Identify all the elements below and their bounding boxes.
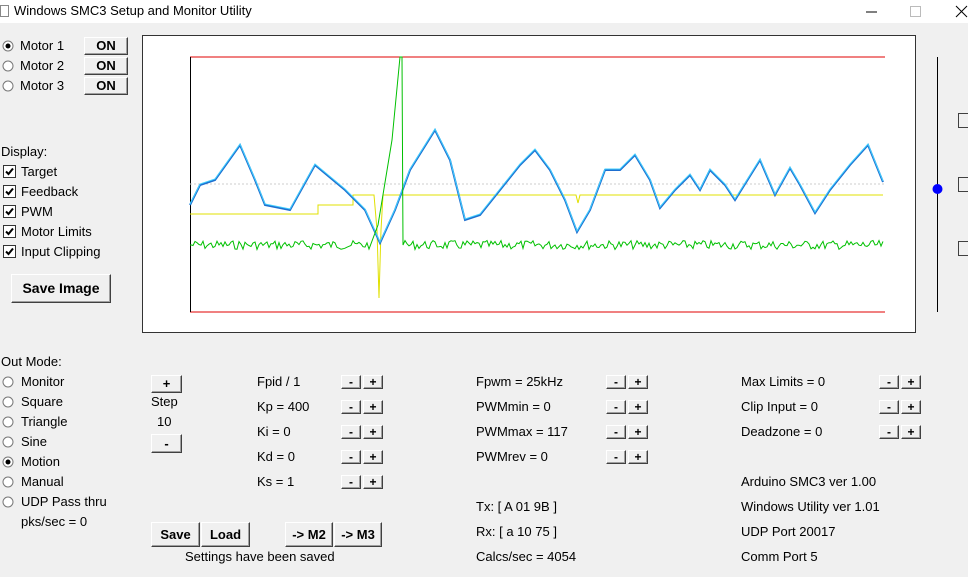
step-value: 10 [157, 414, 172, 429]
motor-on-button[interactable]: ON [84, 57, 128, 75]
comms-text: Tx: [ A 01 9B ] [476, 499, 557, 514]
plus-button[interactable]: + [363, 375, 383, 389]
plus-button[interactable]: + [901, 425, 921, 439]
minus-button[interactable]: - [879, 400, 899, 414]
info-text: UDP Port 20017 [741, 524, 836, 539]
plus-button[interactable]: + [628, 400, 648, 414]
plus-button[interactable]: + [628, 425, 648, 439]
checkbox[interactable] [3, 165, 16, 182]
info-text: Windows Utility ver 1.01 [741, 499, 880, 514]
motor-label: Motor 2 [20, 58, 65, 73]
plus-button[interactable]: + [363, 475, 383, 489]
minus-button[interactable]: - [341, 450, 361, 464]
out-mode-option: Manual [21, 474, 64, 489]
limit-param: Max Limits = 0 [741, 374, 826, 389]
comms-text: Calcs/sec = 4054 [476, 549, 577, 564]
action-button[interactable]: -> M2 [285, 522, 333, 547]
pid-param: Ks = 1 [257, 474, 295, 489]
minus-button[interactable]: - [606, 400, 626, 414]
monitor-graph [142, 35, 916, 333]
out-mode-option: Sine [21, 434, 48, 449]
pid-param: Fpid / 1 [257, 374, 301, 389]
radio-button[interactable] [2, 60, 14, 76]
pid-param: Kd = 0 [257, 449, 295, 464]
display-option: Target [21, 164, 58, 179]
pwm-param: PWMmin = 0 [476, 399, 551, 414]
motor-label: Motor 1 [20, 38, 65, 53]
minus-button[interactable]: - [341, 425, 361, 439]
pwm-param: PWMrev = 0 [476, 449, 548, 464]
out-mode-option: Motion [21, 454, 61, 469]
step-minus[interactable]: - [151, 434, 182, 453]
out-mode-label: Out Mode: [1, 354, 62, 369]
save-image-button[interactable]: Save Image [11, 274, 111, 303]
window-title: Windows SMC3 Setup and Monitor Utility [14, 3, 252, 18]
display-option: Motor Limits [21, 224, 92, 239]
limit-param: Clip Input = 0 [741, 399, 818, 414]
packet-rate: pks/sec = 0 [21, 514, 88, 529]
minus-button[interactable]: - [606, 450, 626, 464]
action-button[interactable]: Save [151, 522, 200, 547]
minus-button[interactable]: - [879, 425, 899, 439]
radio-button[interactable] [2, 396, 14, 412]
title-bar: Windows SMC3 Setup and Monitor Utility [0, 0, 968, 23]
comms-text: Rx: [ a 10 75 ] [476, 524, 557, 539]
minus-button[interactable]: - [606, 375, 626, 389]
plus-button[interactable]: + [363, 450, 383, 464]
radio-button[interactable] [2, 496, 14, 512]
out-mode-option: UDP Pass thru [21, 494, 107, 509]
radio-button[interactable] [2, 456, 14, 472]
minus-button[interactable]: - [606, 425, 626, 439]
plus-button[interactable]: + [901, 375, 921, 389]
pid-param: Kp = 400 [257, 399, 310, 414]
action-button[interactable]: Load [201, 522, 250, 547]
checkbox[interactable] [3, 225, 16, 242]
motor-label: Motor 3 [20, 78, 65, 93]
radio-button[interactable] [2, 80, 14, 96]
checkbox[interactable] [3, 205, 16, 222]
radio-button[interactable] [2, 40, 14, 56]
minus-button[interactable]: - [341, 375, 361, 389]
radio-button[interactable] [2, 376, 14, 392]
motor-on-button[interactable]: ON [84, 37, 128, 55]
plus-button[interactable]: + [363, 425, 383, 439]
out-mode-option: Triangle [21, 414, 68, 429]
out-mode-option: Monitor [21, 374, 65, 389]
pid-param: Ki = 0 [257, 424, 291, 439]
slider[interactable] [928, 50, 968, 320]
status-text: Settings have been saved [185, 549, 335, 564]
minus-button[interactable]: - [341, 475, 361, 489]
radio-button[interactable] [2, 476, 14, 492]
out-mode-option: Square [21, 394, 63, 409]
display-option: Input Clipping [21, 244, 101, 259]
motor-on-button[interactable]: ON [84, 77, 128, 95]
checkbox[interactable] [3, 245, 16, 262]
window-controls[interactable] [860, 3, 968, 21]
pwm-param: PWMmax = 117 [476, 424, 568, 439]
app-icon [0, 5, 9, 17]
display-option: Feedback [21, 184, 79, 199]
minus-button[interactable]: - [341, 400, 361, 414]
step-label: Step [151, 394, 178, 409]
limit-param: Deadzone = 0 [741, 424, 823, 439]
step-plus[interactable]: + [151, 375, 182, 393]
action-button[interactable]: -> M3 [334, 522, 382, 547]
display-label: Display: [1, 144, 48, 159]
info-text: Arduino SMC3 ver 1.00 [741, 474, 877, 489]
plus-button[interactable]: + [901, 400, 921, 414]
checkbox[interactable] [3, 185, 16, 202]
plus-button[interactable]: + [628, 375, 648, 389]
info-text: Comm Port 5 [741, 549, 818, 564]
radio-button[interactable] [2, 436, 14, 452]
minus-button[interactable]: - [879, 375, 899, 389]
radio-button[interactable] [2, 416, 14, 432]
display-option: PWM [21, 204, 53, 219]
plus-button[interactable]: + [363, 400, 383, 414]
plus-button[interactable]: + [628, 450, 648, 464]
pwm-param: Fpwm = 25kHz [476, 374, 564, 389]
